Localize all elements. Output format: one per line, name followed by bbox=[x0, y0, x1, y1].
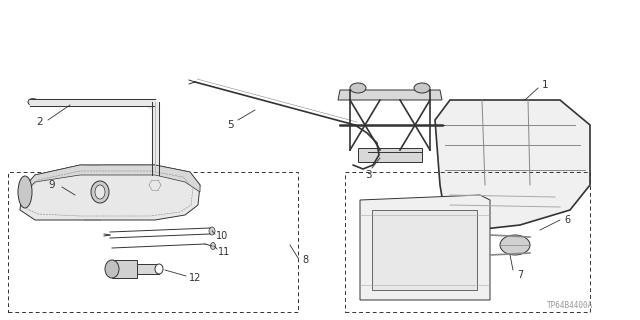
Ellipse shape bbox=[350, 83, 366, 93]
Polygon shape bbox=[470, 210, 482, 220]
Bar bbox=[112, 260, 137, 278]
Bar bbox=[137, 264, 159, 274]
Ellipse shape bbox=[145, 175, 165, 195]
Ellipse shape bbox=[414, 83, 430, 93]
Text: 5: 5 bbox=[227, 120, 234, 130]
Circle shape bbox=[148, 102, 155, 109]
Polygon shape bbox=[435, 100, 590, 230]
Ellipse shape bbox=[209, 227, 215, 235]
Polygon shape bbox=[338, 90, 442, 100]
Bar bbox=[345, 172, 590, 312]
Text: 2: 2 bbox=[36, 117, 44, 127]
Bar bbox=[358, 148, 422, 162]
Ellipse shape bbox=[28, 99, 38, 106]
Bar bbox=[372, 210, 477, 290]
Ellipse shape bbox=[105, 260, 119, 278]
Ellipse shape bbox=[155, 264, 163, 274]
Text: 1: 1 bbox=[541, 80, 548, 90]
Text: 8: 8 bbox=[302, 255, 308, 265]
Ellipse shape bbox=[500, 235, 530, 255]
Ellipse shape bbox=[91, 181, 109, 203]
Text: 12: 12 bbox=[189, 273, 201, 283]
Text: 11: 11 bbox=[218, 247, 230, 257]
Polygon shape bbox=[20, 165, 200, 220]
Ellipse shape bbox=[95, 185, 105, 199]
Text: 7: 7 bbox=[517, 270, 523, 280]
Polygon shape bbox=[360, 195, 490, 300]
Text: 3: 3 bbox=[365, 170, 371, 180]
Ellipse shape bbox=[211, 243, 216, 250]
Text: TP64B4400A: TP64B4400A bbox=[547, 301, 593, 310]
Bar bbox=[8, 172, 298, 312]
Ellipse shape bbox=[18, 176, 32, 208]
Text: 6: 6 bbox=[564, 215, 570, 225]
Text: 9: 9 bbox=[49, 180, 55, 190]
Text: 10: 10 bbox=[216, 231, 228, 241]
Ellipse shape bbox=[149, 179, 161, 191]
Polygon shape bbox=[22, 165, 200, 195]
